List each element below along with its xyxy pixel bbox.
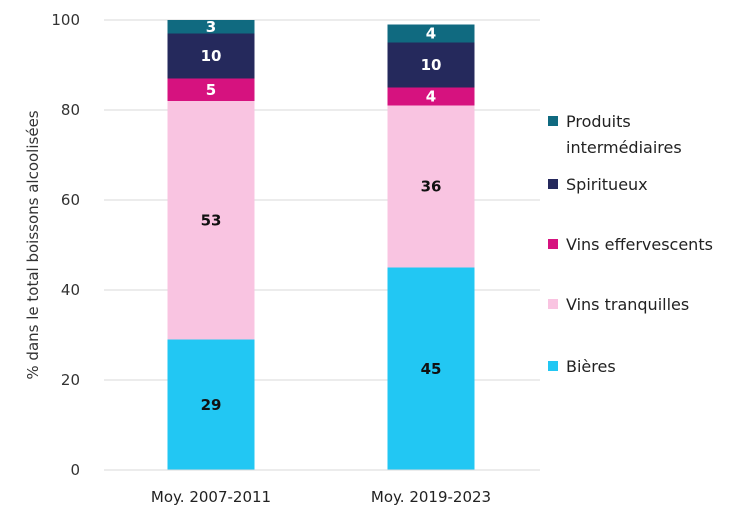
legend-label: Produits [566,112,631,131]
bar-segment [387,87,475,106]
bar-segment [167,20,255,34]
bar-segment [387,105,475,268]
bar-segment [167,339,255,470]
segment-value-label: 10 [421,56,442,74]
bar-segment [167,101,255,340]
bar-segment [387,24,475,43]
legend-label: Vins tranquilles [566,295,689,314]
y-tick-label: 80 [61,101,80,119]
legend-swatch [548,179,558,189]
y-tick-label: 60 [61,191,80,209]
segment-value-label: 45 [421,360,442,378]
legend-swatch [548,361,558,371]
segment-value-label: 4 [426,25,436,43]
segment-value-label: 36 [421,178,442,196]
legend-swatch [548,239,558,249]
legend-swatch [548,116,558,126]
bar-segment [167,33,255,79]
y-tick-label: 0 [70,461,80,479]
segment-labels: 29 53 5 10 3 45 36 4 10 4 [201,18,442,414]
segment-value-label: 4 [426,88,436,106]
y-axis-title: % dans le total boissons alcoolisées [24,110,42,379]
x-axis-categories: Moy. 2007-2011 Moy. 2019-2023 [151,488,491,506]
x-category-label: Moy. 2019-2023 [371,488,491,506]
legend-label: intermédiaires [566,138,682,157]
bar-segment [387,267,475,470]
legend-swatch [548,299,558,309]
y-tick-label: 100 [51,11,80,29]
x-category-label: Moy. 2007-2011 [151,488,271,506]
bar-segment [387,42,475,88]
segment-value-label: 3 [206,18,216,36]
legend-label: Spiritueux [566,175,648,194]
segment-value-label: 53 [201,211,222,229]
y-tick-label: 40 [61,281,80,299]
bars [167,20,475,470]
segment-value-label: 29 [201,396,222,414]
segment-value-label: 10 [201,47,222,65]
segment-value-label: 5 [206,81,216,99]
bar-segment [167,78,255,101]
y-tick-label: 20 [61,371,80,389]
y-axis-ticks: 0 20 40 60 80 100 [51,11,80,479]
legend-label: Vins effervescents [566,235,713,254]
legend-label: Bières [566,357,616,376]
legend: Produits intermédiaires Spiritueux Vins eff… [548,112,713,376]
